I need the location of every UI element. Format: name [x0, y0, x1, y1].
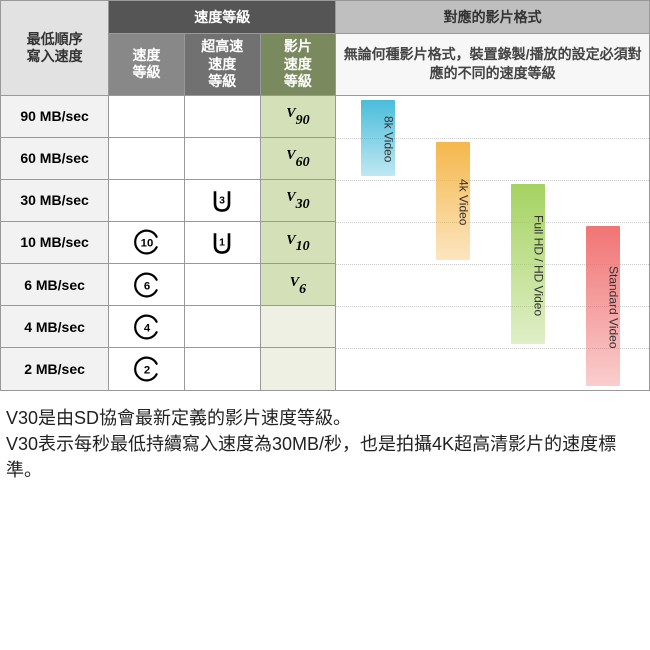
- video-class-cell: [260, 348, 336, 390]
- svg-text:1: 1: [219, 237, 225, 249]
- speed-class-cell: [109, 95, 185, 137]
- speed-class-cell: 2: [109, 348, 185, 390]
- svg-text:10: 10: [140, 238, 153, 250]
- video-class-cell: V6: [260, 264, 336, 306]
- video-format-chart: 8k Video 4k Video Full HD / HD Video Standa…: [336, 95, 650, 390]
- subheader-speed-class: 速度 等級: [109, 34, 185, 96]
- video-class-cell: V90: [260, 95, 336, 137]
- uhs-class-cell: 3: [184, 179, 260, 221]
- row-label: 90 MB/sec: [1, 95, 109, 137]
- row-label: 2 MB/sec: [1, 348, 109, 390]
- uhs-class-cell: [184, 264, 260, 306]
- footer-line1: V30是由SD協會最新定義的影片速度等級。: [6, 405, 644, 431]
- subheader-uhs-class: 超高速 速度 等級: [184, 34, 260, 96]
- gridline: [336, 180, 649, 181]
- row-label: 10 MB/sec: [1, 221, 109, 263]
- video-class-cell: V60: [260, 137, 336, 179]
- header-video-format: 對應的影片格式: [336, 1, 650, 34]
- format-bar: 8k Video: [361, 100, 395, 176]
- row-label: 4 MB/sec: [1, 306, 109, 348]
- row-label: 30 MB/sec: [1, 179, 109, 221]
- speed-class-table: 最低順序 寫入速度 速度等級 對應的影片格式 速度 等級 超高速 速度 等級 影…: [0, 0, 650, 391]
- svg-text:2: 2: [143, 364, 149, 376]
- format-bar: Standard Video: [586, 226, 620, 386]
- footer-text: V30是由SD協會最新定義的影片速度等級。 V30表示每秒最低持續寫入速度為30…: [0, 391, 650, 489]
- svg-text:6: 6: [143, 280, 149, 292]
- speed-class-cell: 6: [109, 264, 185, 306]
- header-speed-class-group: 速度等級: [109, 1, 336, 34]
- speed-class-cell: [109, 179, 185, 221]
- subheader-note: 無論何種影片格式，裝置錄製/播放的設定必須對應的不同的速度等級: [336, 34, 650, 96]
- speed-class-cell: 4: [109, 306, 185, 348]
- svg-text:4: 4: [143, 322, 150, 334]
- svg-text:3: 3: [219, 195, 225, 207]
- header-min-sequential: 最低順序 寫入速度: [1, 1, 109, 96]
- uhs-class-cell: [184, 137, 260, 179]
- uhs-class-cell: [184, 95, 260, 137]
- gridline: [336, 222, 649, 223]
- speed-class-cell: [109, 137, 185, 179]
- video-class-cell: [260, 306, 336, 348]
- video-class-cell: V30: [260, 179, 336, 221]
- uhs-class-cell: [184, 306, 260, 348]
- subheader-video-class: 影片 速度 等級: [260, 34, 336, 96]
- table-row: 90 MB/secV908k Video4k VideoFull HD / HD…: [1, 95, 650, 137]
- uhs-class-cell: 1: [184, 221, 260, 263]
- video-class-cell: V10: [260, 221, 336, 263]
- footer-line2: V30表示每秒最低持續寫入速度為30MB/秒，也是拍攝4K超高清影片的速度標準。: [6, 431, 644, 483]
- row-label: 6 MB/sec: [1, 264, 109, 306]
- format-bar: 4k Video: [436, 142, 470, 260]
- format-bar: Full HD / HD Video: [511, 184, 545, 344]
- speed-class-cell: 10: [109, 221, 185, 263]
- row-label: 60 MB/sec: [1, 137, 109, 179]
- uhs-class-cell: [184, 348, 260, 390]
